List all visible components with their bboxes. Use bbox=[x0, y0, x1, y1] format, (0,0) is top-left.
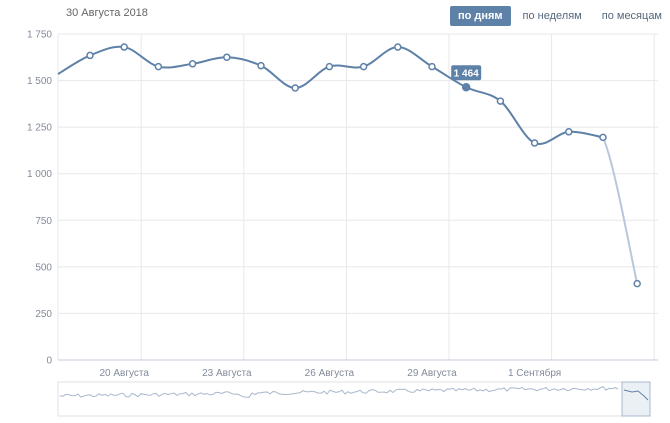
data-point bbox=[188, 60, 197, 68]
data-point bbox=[428, 62, 436, 71]
y-tick-label: 750 bbox=[35, 216, 52, 227]
y-tick-label: 1 750 bbox=[27, 30, 52, 41]
y-tick-label: 1 500 bbox=[27, 76, 52, 87]
data-point bbox=[496, 97, 505, 105]
series-line bbox=[57, 45, 604, 145]
data-point bbox=[223, 53, 231, 62]
y-tick-label: 1 250 bbox=[27, 123, 52, 134]
data-point bbox=[120, 43, 128, 51]
y-tick-label: 0 bbox=[46, 356, 52, 367]
y-tick-label: 250 bbox=[35, 309, 52, 320]
data-point bbox=[257, 61, 265, 70]
data-point bbox=[599, 133, 607, 142]
tab-by-day[interactable]: по дням bbox=[449, 6, 511, 26]
data-point bbox=[291, 84, 299, 92]
data-point bbox=[565, 128, 573, 136]
value-tooltip bbox=[451, 65, 482, 81]
navigator-selection-line bbox=[623, 389, 649, 401]
x-tick-label: 29 Августа bbox=[407, 368, 457, 379]
tab-by-week[interactable]: по неделям bbox=[522, 10, 582, 22]
data-point bbox=[633, 279, 641, 288]
data-point bbox=[86, 51, 94, 60]
x-tick-label: 26 Августа bbox=[305, 368, 355, 379]
data-point bbox=[530, 139, 539, 147]
navigator-selection bbox=[621, 381, 651, 417]
x-tick-label: 23 Августа bbox=[202, 368, 252, 379]
y-tick-label: 500 bbox=[35, 262, 52, 273]
data-point bbox=[461, 83, 471, 92]
data-point bbox=[359, 62, 368, 71]
y-tick-label: 1 000 bbox=[27, 169, 52, 180]
tab-by-month[interactable]: по месяцам bbox=[601, 10, 662, 22]
date-label: 30 Августа 2018 bbox=[66, 7, 148, 19]
data-point bbox=[325, 62, 334, 71]
series-line-partial bbox=[602, 136, 639, 284]
data-point bbox=[394, 43, 402, 51]
period-tabs: по дням по неделям по месяцам bbox=[446, 6, 670, 26]
x-tick-label: 1 Сентября bbox=[508, 367, 561, 379]
x-tick-label: 20 Августа bbox=[99, 368, 149, 379]
navigator bbox=[57, 381, 651, 417]
value-tooltip-label: 1 464 bbox=[454, 68, 479, 79]
data-point bbox=[154, 62, 163, 71]
navigator-line bbox=[59, 385, 619, 398]
